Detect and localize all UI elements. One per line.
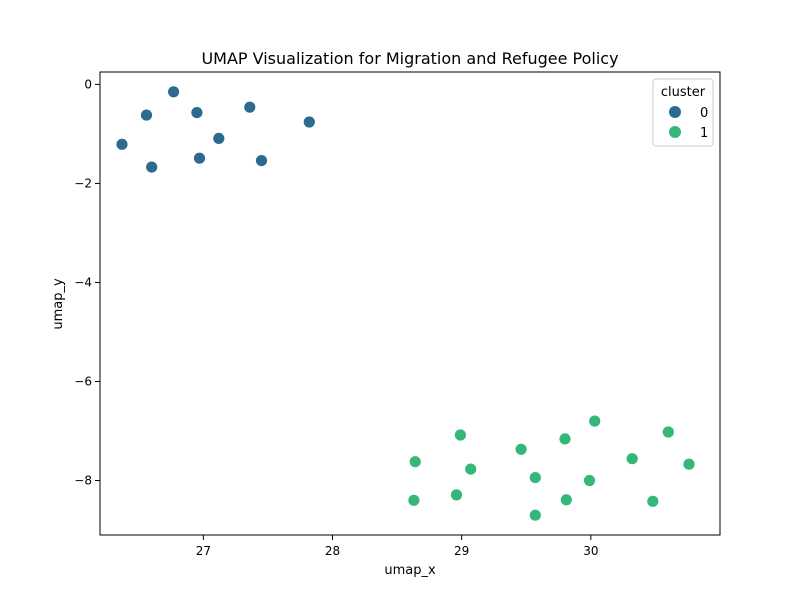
point-cluster-1-15 [528, 508, 542, 522]
point-cluster-1-13 [559, 493, 573, 507]
y-tick-label: −2 [74, 176, 92, 190]
point-cluster-0-4 [302, 115, 316, 129]
point-cluster-0-0 [167, 85, 181, 99]
point-cluster-0-5 [212, 131, 226, 145]
x-axis-label: umap_x [384, 563, 436, 578]
point-cluster-1-3 [558, 432, 572, 446]
x-tick-label: 29 [454, 544, 469, 558]
point-cluster-0-3 [190, 106, 204, 119]
point-cluster-1-12 [407, 493, 421, 507]
point-cluster-0-8 [255, 154, 268, 168]
x-tick-label: 30 [583, 544, 598, 558]
point-cluster-1-4 [514, 442, 528, 456]
y-axis: 0 −2 −4 −6 −8 [74, 77, 100, 488]
x-tick-label: 27 [196, 544, 211, 558]
point-cluster-1-6 [408, 455, 422, 469]
point-cluster-1-0 [588, 414, 602, 428]
legend: cluster 0 1 [652, 78, 714, 147]
y-tick-label: 0 [84, 77, 92, 91]
point-cluster-1-14 [646, 494, 660, 508]
x-axis: 27 28 29 30 [196, 535, 598, 558]
legend-marker-cluster-0 [669, 106, 681, 118]
point-cluster-1-8 [464, 462, 478, 476]
y-axis-label: umap_y [51, 278, 66, 330]
point-cluster-0-9 [145, 160, 159, 174]
point-cluster-1-5 [625, 452, 639, 466]
point-cluster-1-9 [528, 471, 542, 485]
point-cluster-1-11 [450, 488, 463, 502]
point-cluster-1-2 [453, 428, 467, 442]
plot-frame [99, 71, 721, 536]
legend-title: cluster [661, 85, 706, 100]
legend-marker-cluster-1 [669, 126, 681, 138]
legend-label-cluster-1: 1 [700, 126, 708, 141]
legend-frame [652, 78, 714, 147]
point-cluster-0-1 [243, 100, 257, 114]
chart-title: UMAP Visualization for Migration and Ref… [201, 49, 618, 68]
legend-label-cluster-0: 0 [700, 106, 708, 121]
points-layer [115, 85, 696, 522]
y-tick-label: −6 [74, 374, 92, 388]
y-tick-label: −8 [74, 474, 92, 488]
point-cluster-0-6 [115, 137, 129, 151]
x-tick-label: 28 [325, 544, 340, 558]
point-cluster-0-7 [193, 151, 206, 165]
point-cluster-0-2 [140, 108, 153, 122]
point-cluster-1-1 [661, 425, 675, 439]
point-cluster-1-10 [583, 474, 596, 487]
y-tick-label: −4 [74, 275, 92, 289]
point-cluster-1-7 [682, 457, 696, 471]
